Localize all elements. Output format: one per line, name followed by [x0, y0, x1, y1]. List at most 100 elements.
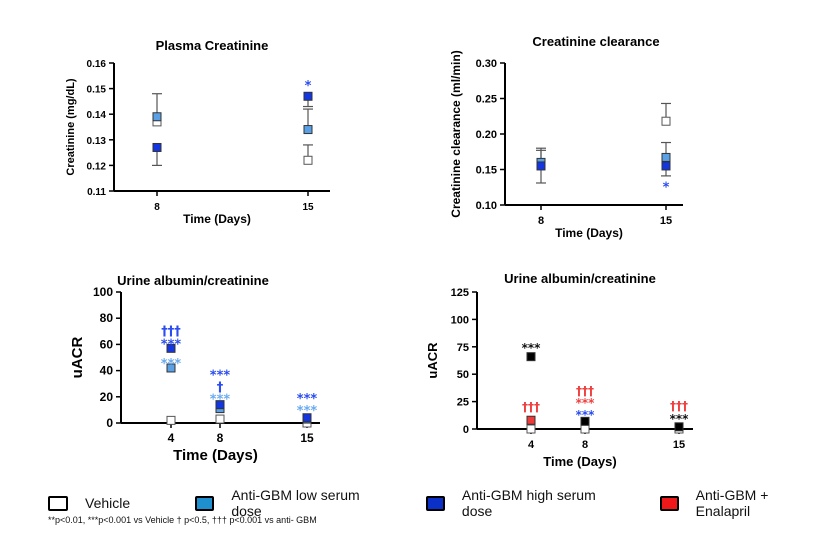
legend-label: Anti-GBM low serum dose: [231, 487, 360, 519]
y-tick-label: 0.16: [87, 59, 107, 70]
legend-label: Anti-GBM + Enalapril: [695, 487, 769, 519]
data-point-high: [303, 91, 313, 101]
y-tick-label: 125: [451, 287, 469, 299]
significance-annotation: †: [217, 380, 224, 395]
y-axis-label: uACR: [425, 342, 440, 379]
x-tick-label: 8: [582, 439, 588, 451]
chart-1: 0.11 0.12 0.13 0.14 0.15 0.16 8 15 Plasma Creati…: [65, 38, 330, 226]
x-axis-label: Time (Days): [183, 212, 251, 226]
x-tick-label: 15: [673, 439, 685, 451]
chart-2: 0.10 0.15 0.20 0.25 0.30 8 15 Creatinine cleara…: [449, 34, 683, 240]
legend-swatch-vehicle: [48, 495, 68, 511]
chart-title: Plasma Creatinine: [156, 38, 269, 53]
significance-annotation: ***: [576, 396, 596, 410]
data-point-high: [536, 161, 546, 171]
y-tick-label: 0.10: [476, 200, 497, 212]
x-tick-label: 8: [538, 215, 544, 227]
significance-annotation: ***: [522, 341, 542, 355]
data-point-high: [661, 161, 671, 171]
data-point-antigbm: [580, 416, 590, 426]
legend-item-high-dose: Anti-GBM high serum dose: [425, 487, 622, 519]
chart-4: 0 25 50 75 100 125 4 8 15 Urine albumin/creatinin…: [425, 271, 693, 469]
y-tick-label: 0.13: [87, 136, 107, 147]
y-tick-label: 0: [106, 416, 113, 430]
legend-item-enalapril: Anti-GBM + Enalapril: [659, 487, 820, 519]
y-axis-label: uACR: [69, 337, 86, 379]
y-tick-label: 75: [457, 342, 469, 354]
x-tick-label: 8: [154, 202, 160, 213]
data-point-antigbm: [526, 352, 536, 362]
data-point-vehicle: [526, 424, 536, 434]
x-axis-label: Time (Days): [543, 454, 616, 469]
data-point-vehicle: [661, 116, 671, 126]
legend-item-vehicle: Vehicle: [48, 495, 130, 511]
data-point-low: [661, 152, 671, 162]
data-point-low: [152, 112, 162, 122]
data-point-low: [166, 363, 176, 373]
chart-title: Urine albumin/creatinine: [504, 271, 656, 286]
y-tick-label: 0.11: [87, 187, 106, 198]
y-tick-label: 60: [100, 337, 114, 351]
x-tick-label: 4: [168, 431, 175, 445]
chart-3: 0 20 40 60 80 100 4 8 15 Urine albumin/creatinine…: [69, 273, 320, 464]
data-point-high: [152, 142, 162, 152]
footnote: **p<0.01, ***p<0.001 vs Vehicle † p<0.5,…: [48, 515, 317, 525]
legend-swatch-high-dose: [425, 495, 445, 511]
y-tick-label: 0.30: [476, 58, 497, 70]
significance-annotation: *: [663, 180, 670, 195]
significance-annotation: †††: [161, 324, 181, 339]
data-point-high: [302, 413, 312, 423]
y-tick-label: 0: [463, 424, 469, 436]
legend-item-low-dose: Anti-GBM low serum dose: [195, 487, 386, 519]
legend: Vehicle Anti-GBM low serum dose Anti-GBM…: [48, 487, 820, 519]
y-tick-label: 80: [100, 311, 114, 325]
legend-swatch-enalapril: [659, 495, 679, 511]
chart-title: Creatinine clearance: [532, 34, 659, 49]
data-point-antigbm: [674, 422, 684, 432]
significance-annotation: ***: [297, 404, 318, 419]
significance-annotation: ***: [161, 357, 182, 372]
significance-annotation: *: [305, 79, 312, 94]
x-axis-label: Time (Days): [173, 447, 258, 464]
y-tick-label: 50: [457, 369, 469, 381]
x-tick-label: 8: [217, 431, 224, 445]
legend-label: Vehicle: [85, 495, 131, 511]
significance-annotation: ***: [161, 337, 182, 352]
significance-annotation: †††: [670, 399, 688, 413]
data-point-vehicle: [580, 424, 590, 434]
significance-annotation: †††: [522, 400, 540, 414]
y-tick-label: 0.14: [87, 110, 107, 121]
data-point-vehicle: [166, 415, 176, 425]
y-tick-label: 40: [100, 364, 114, 378]
significance-annotation: ***: [670, 412, 690, 426]
data-point-low: [303, 125, 313, 135]
significance-annotation: ***: [210, 392, 231, 407]
x-tick-label: 15: [302, 202, 314, 213]
y-tick-label: 0.15: [476, 165, 497, 177]
y-tick-label: 20: [100, 390, 114, 404]
y-axis-label: Creatinine clearance (ml/min): [449, 50, 463, 217]
y-tick-label: 0.15: [87, 85, 107, 96]
legend-label: Anti-GBM high serum dose: [461, 487, 596, 519]
data-point-enalapril: [526, 415, 536, 425]
y-axis-label: Creatinine (mg/dL): [65, 78, 77, 176]
significance-annotation: ***: [210, 368, 231, 383]
significance-annotation: ***: [576, 408, 596, 422]
y-tick-label: 25: [457, 397, 469, 409]
data-point-high: [215, 400, 225, 410]
data-point-vehicle: [215, 414, 225, 424]
data-point-high: [166, 343, 176, 353]
y-tick-label: 100: [451, 314, 469, 326]
significance-annotation: †††: [576, 384, 594, 398]
y-tick-label: 0.12: [87, 161, 107, 172]
x-axis-label: Time (Days): [555, 226, 623, 240]
x-tick-label: 15: [300, 431, 314, 445]
y-tick-label: 0.25: [476, 94, 497, 106]
significance-annotation: ***: [297, 392, 318, 407]
x-tick-label: 4: [528, 439, 535, 451]
data-point-vehicle: [303, 155, 313, 165]
y-tick-label: 100: [93, 285, 113, 299]
y-tick-label: 0.20: [476, 129, 497, 141]
